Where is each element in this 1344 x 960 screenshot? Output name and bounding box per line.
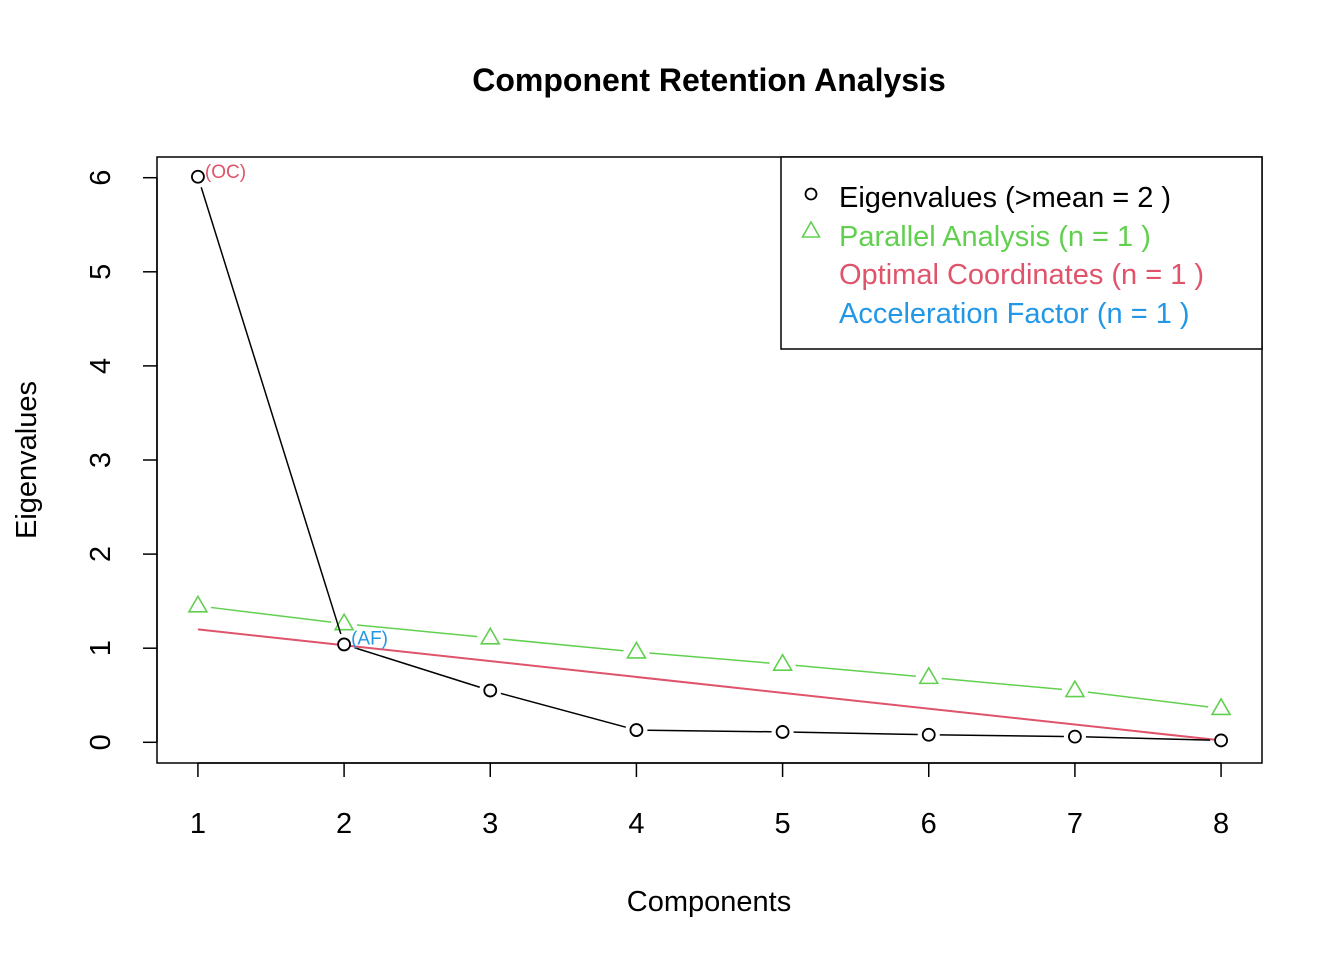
legend-entry-label: Parallel Analysis (n = 1 ) <box>839 221 1151 253</box>
eigenvalue-point <box>775 725 790 739</box>
eigenvalue-point <box>1214 733 1228 748</box>
x-tick-label: 6 <box>921 808 937 840</box>
chart-title: Component Retention Analysis <box>472 62 946 98</box>
parallel-analysis-point <box>1210 697 1232 716</box>
eigenvalue-point <box>921 727 936 742</box>
legend: Eigenvalues (>mean = 2 ) Parallel Analysi… <box>780 156 1263 350</box>
annotation-label: (OC) <box>205 162 246 183</box>
y-axis: 0 1 2 3 4 5 6 <box>85 170 158 750</box>
y-tick-label: 0 <box>85 734 117 750</box>
x-tick-label: 8 <box>1213 808 1229 840</box>
parallel-analysis-line-segment <box>503 638 624 652</box>
eigenvalue-point <box>1068 729 1082 744</box>
eigenvalue-line-segment <box>1085 736 1211 741</box>
y-axis-label: Eigenvalues <box>11 381 43 539</box>
parallel-analysis-line-segment <box>941 677 1063 691</box>
eigenvalue-point <box>191 169 205 184</box>
x-axis: 1 2 3 4 5 6 7 8 <box>190 762 1229 840</box>
legend-box <box>780 156 1263 350</box>
eigenvalue-line-segment <box>354 647 480 688</box>
y-tick-label: 2 <box>85 546 117 562</box>
parallel-analysis-line-segment <box>356 624 478 638</box>
parallel-analysis-point <box>626 640 647 659</box>
plot-area: (OC) (AF) <box>187 162 1232 748</box>
legend-entry-label: Optimal Coordinates (n = 1 ) <box>839 259 1204 291</box>
parallel-analysis-line-segment <box>795 664 916 677</box>
x-tick-label: 7 <box>1067 808 1083 840</box>
eigenvalue-point <box>337 637 351 652</box>
y-tick-label: 4 <box>85 358 117 374</box>
parallel-analysis-point <box>187 594 209 613</box>
parallel-analysis-point <box>1064 679 1086 698</box>
y-tick-label: 6 <box>85 170 117 186</box>
optimal-coordinates-line <box>197 628 1222 742</box>
x-tick-label: 3 <box>482 808 498 840</box>
parallel-analysis-line-segment <box>1087 691 1209 708</box>
eigenvalue-line-segment <box>200 187 342 635</box>
eigenvalue-line-segment <box>939 734 1064 738</box>
legend-marker-triangle <box>801 220 821 238</box>
y-tick-label: 5 <box>85 264 117 280</box>
x-tick-label: 5 <box>775 808 791 840</box>
eigenvalue-point <box>483 683 498 698</box>
x-tick-label: 2 <box>336 808 352 840</box>
parallel-analysis-point <box>479 626 501 645</box>
x-tick-label: 1 <box>190 808 206 840</box>
parallel-analysis-point <box>918 666 940 685</box>
legend-entry-label: Acceleration Factor (n = 1 ) <box>839 298 1190 330</box>
legend-entry-label: Eigenvalues (>mean = 2 ) <box>839 182 1171 214</box>
legend-marker-circle <box>804 187 818 201</box>
parallel-analysis-line-segment <box>210 606 332 623</box>
x-tick-label: 4 <box>628 808 644 840</box>
parallel-analysis-point <box>333 612 355 631</box>
y-tick-label: 1 <box>85 640 117 656</box>
x-axis-label: Components <box>627 886 791 918</box>
eigenvalue-line-segment <box>647 729 772 733</box>
parallel-analysis-line-segment <box>649 652 770 664</box>
eigenvalue-line-segment <box>500 692 626 728</box>
y-tick-label: 3 <box>85 452 117 468</box>
annotation-label: (AF) <box>351 628 388 649</box>
parallel-analysis-point <box>772 653 793 671</box>
eigenvalue-point <box>629 723 644 737</box>
eigenvalue-line-segment <box>793 731 918 736</box>
